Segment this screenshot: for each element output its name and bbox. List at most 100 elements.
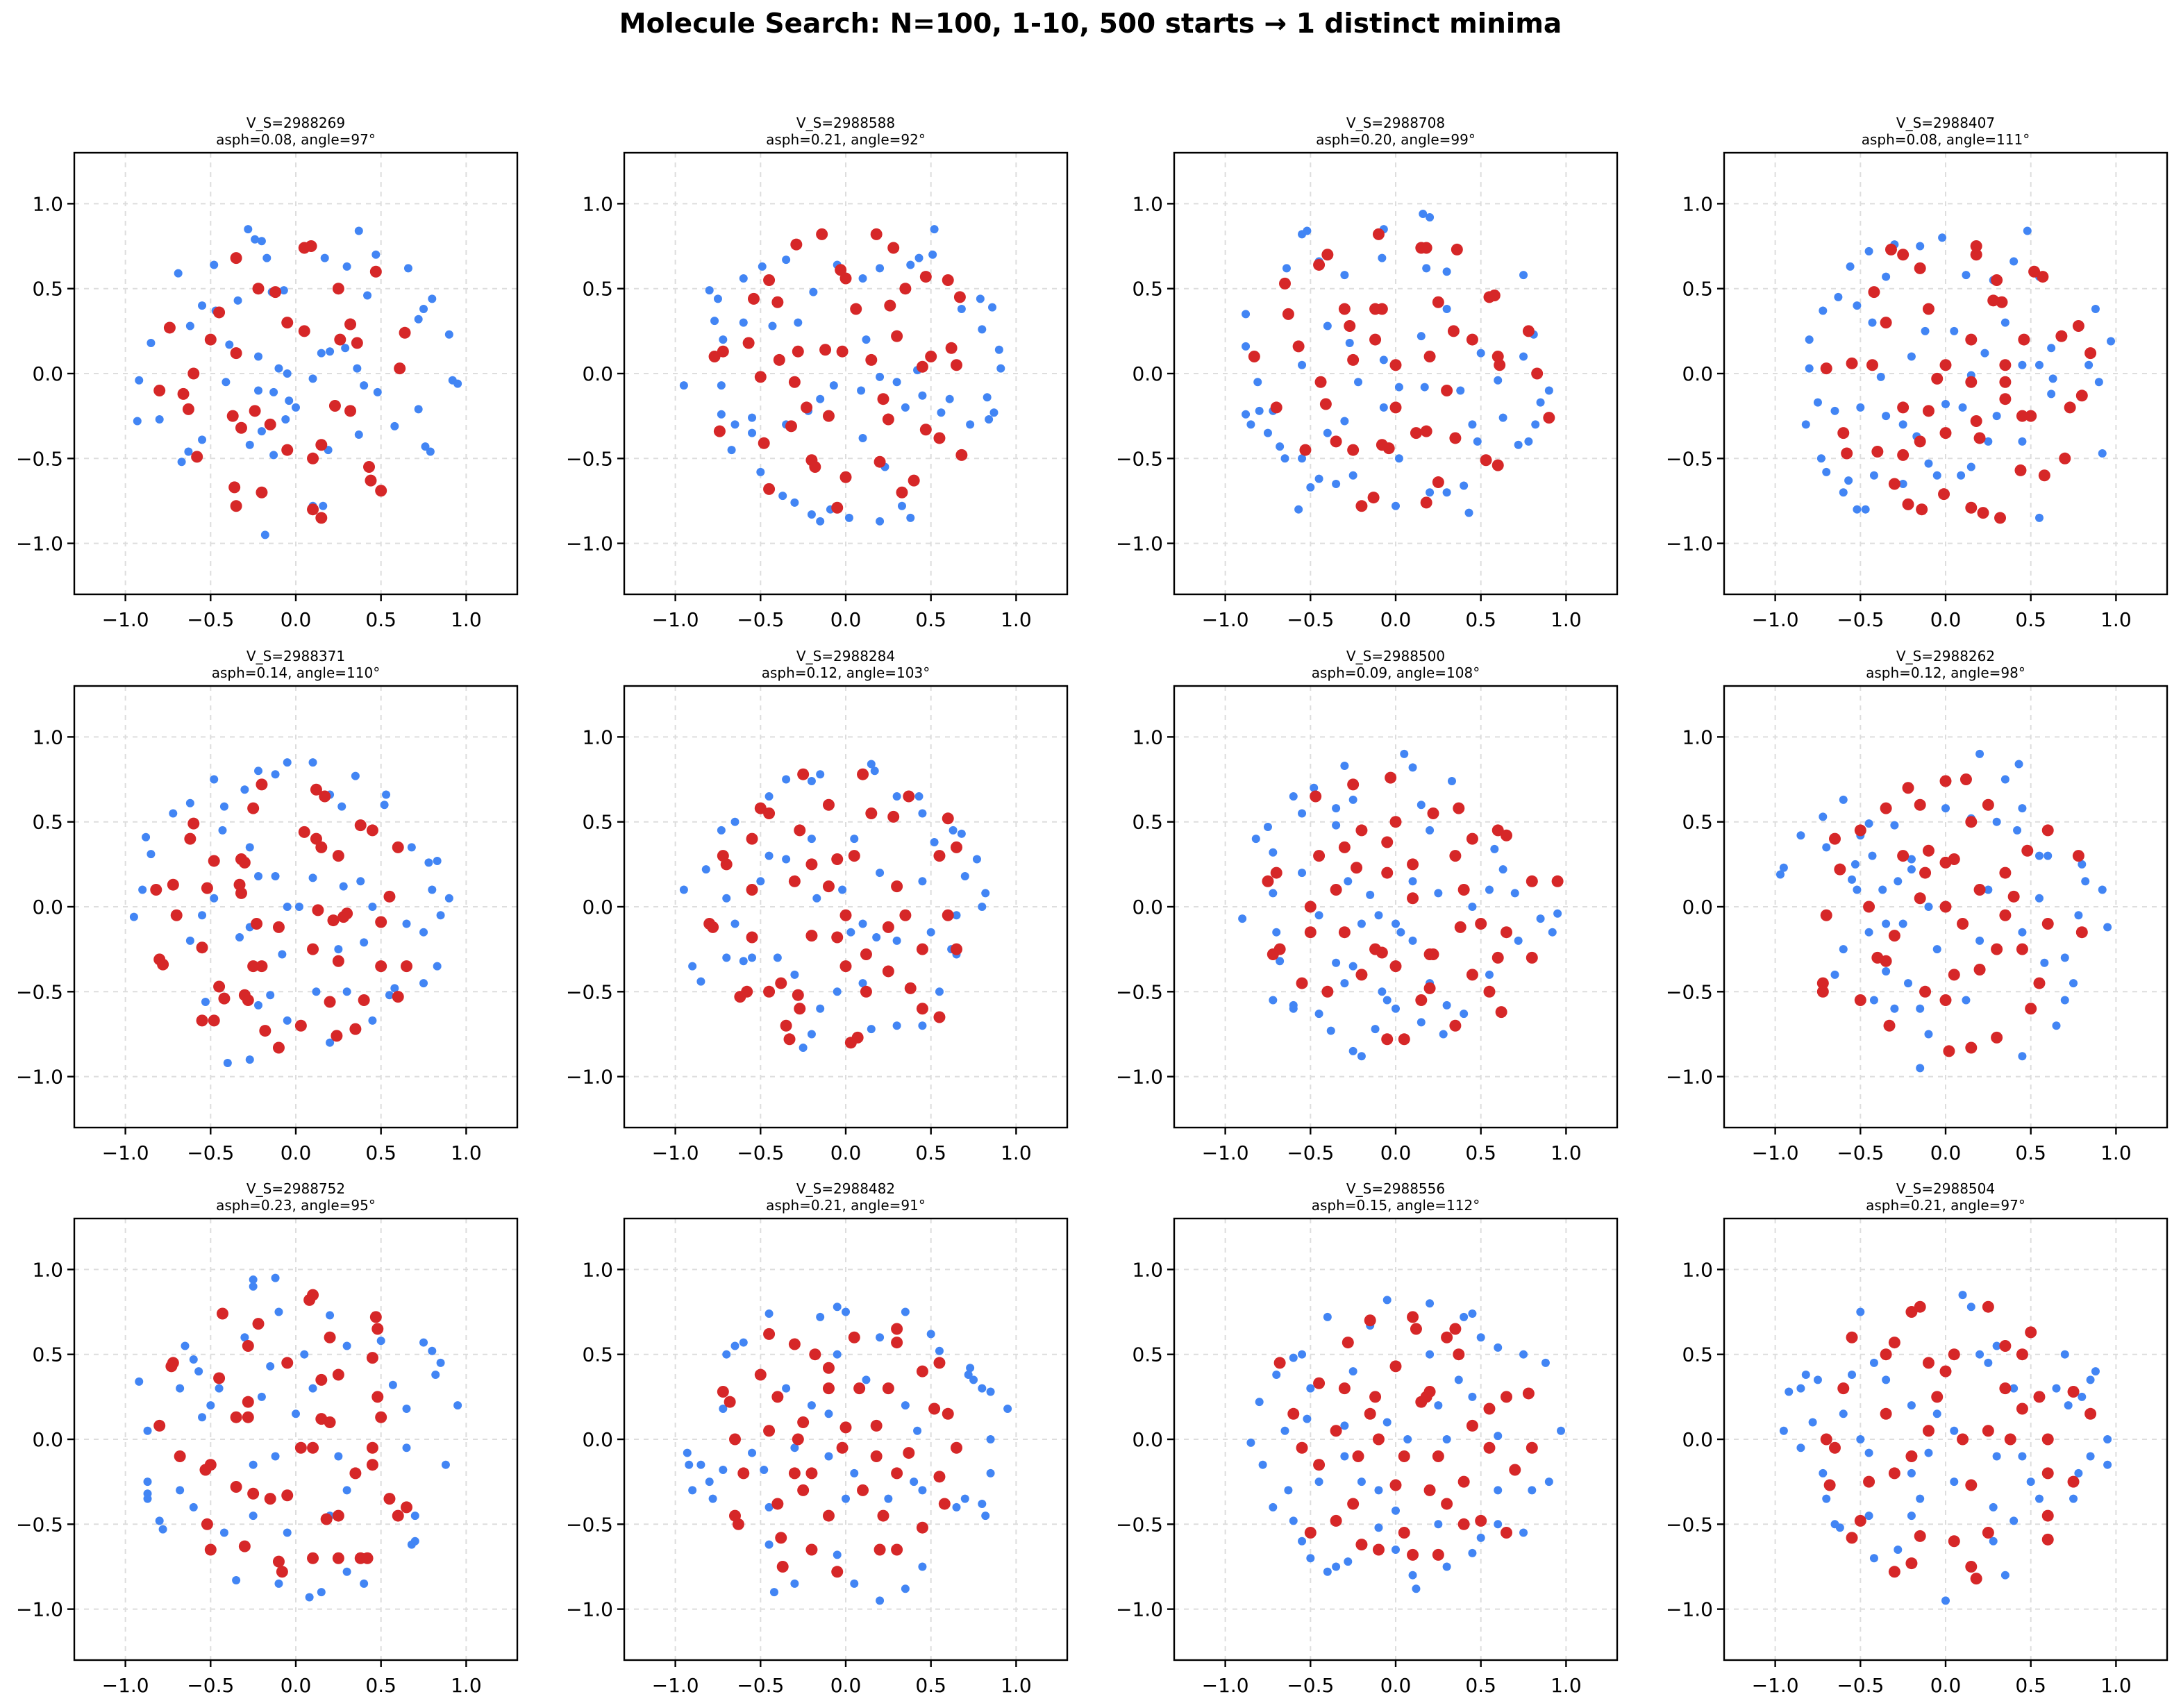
point-type2 [2025,1003,2037,1015]
point-type1 [850,1468,859,1477]
point-type1 [245,1055,254,1064]
panel-subtitle: asph=0.14, angle=110° [212,664,380,681]
x-tick-label: 1.0 [2100,1141,2132,1164]
point-type2 [865,807,878,819]
point-type1 [2052,1021,2061,1030]
point-type1 [1839,1409,1848,1418]
point-type2 [1398,1033,1410,1046]
point-type2 [1466,832,1478,845]
point-type2 [150,884,162,896]
point-type2 [754,371,767,383]
point-type1 [914,792,924,801]
point-type1 [266,1362,275,1371]
point-type1 [419,1338,428,1347]
point-type2 [1501,1391,1512,1403]
x-tick-label: −1.0 [1752,1674,1799,1697]
y-tick-label: 0.0 [1682,362,1713,385]
y-tick-label: −1.0 [16,1066,63,1089]
point-type1 [1528,1486,1537,1495]
point-type1 [262,253,271,262]
point-type2 [2033,977,2046,989]
point-type1 [1276,957,1285,966]
point-type2 [865,353,878,366]
point-type2 [771,296,784,308]
y-tick-label: 0.5 [32,278,63,301]
point-type1 [824,1452,833,1461]
point-type2 [942,812,954,825]
point-type2 [797,768,810,780]
x-tick-label: 0.5 [2015,1674,2046,1697]
point-type1 [850,835,859,844]
point-type2 [1483,985,1496,998]
point-type1 [1354,378,1363,387]
point-type1 [935,987,944,996]
point-type1 [225,340,234,349]
point-type1 [862,1375,871,1384]
point-type1 [1966,462,1975,471]
point-type2 [230,1480,242,1493]
point-type2 [1398,1450,1410,1462]
point-type2 [720,858,733,871]
point-type1 [2081,877,2090,886]
point-type1 [1498,865,1507,874]
x-tick-label: 0.5 [915,1674,946,1697]
point-type1 [342,1341,351,1350]
point-type1 [232,1576,241,1585]
point-type2 [392,1509,404,1522]
panel-3: −1.0 −0.5 0.0 0.5 1.0 −1.0 −0.5 0.0 0.5 1.0 V_S=29… [1116,115,1619,631]
point-type2 [2064,401,2076,414]
point-type2 [401,960,412,973]
point-type1 [1898,480,1907,488]
point-type1 [1408,877,1417,886]
point-type2 [1897,850,1910,862]
point-type1 [218,826,227,835]
panel-title: V_S=2988262 [1896,648,1995,664]
y-tick-label: 0.0 [582,362,613,385]
point-type2 [938,1498,951,1510]
point-type1 [1898,420,1907,429]
point-type2 [2004,1433,2016,1446]
point-type1 [1924,1030,1933,1039]
point-type2 [1991,1031,2003,1044]
point-type1 [2000,775,2009,784]
point-type2 [822,1509,835,1522]
x-tick-label: 0.5 [2015,1141,2046,1164]
point-type2 [771,1391,784,1403]
point-type2 [1965,376,1978,388]
point-type2 [822,798,835,811]
point-type2 [1441,1498,1453,1510]
point-type1 [184,447,193,456]
point-type1 [1242,342,1251,351]
point-type2 [785,420,797,433]
point-type1 [2018,1452,2027,1461]
point-type1 [1864,819,1873,828]
x-tick-label: 0.0 [1380,1674,1412,1697]
point-type1 [219,802,228,811]
point-type1 [300,1350,309,1359]
point-type2 [746,884,758,896]
point-type2 [816,228,828,240]
point-type1 [983,393,992,402]
point-type1 [1813,1375,1822,1384]
point-type2 [1282,308,1294,320]
point-type2 [213,306,226,319]
point-type1 [1864,1512,1873,1521]
point-type1 [133,417,142,426]
point-type1 [1775,870,1785,879]
point-type1 [790,498,799,507]
point-type2 [1939,1365,1952,1378]
point-type2 [874,1543,886,1556]
y-tick-label: 0.0 [32,896,63,919]
point-type2 [344,405,357,417]
point-type1 [739,318,748,327]
point-type1 [1378,253,1387,262]
point-type2 [831,931,844,944]
panel-title: V_S=2988407 [1896,115,1995,131]
y-tick-label: 0.5 [32,1343,63,1366]
point-type2 [754,1368,767,1381]
point-type1 [985,415,994,424]
point-type2 [1885,243,1897,256]
point-type1 [360,938,369,947]
point-type1 [1392,919,1400,928]
panel-6: −1.0 −0.5 0.0 0.5 1.0 −1.0 −0.5 0.0 0.5 1.0 V_S=29… [566,648,1069,1164]
